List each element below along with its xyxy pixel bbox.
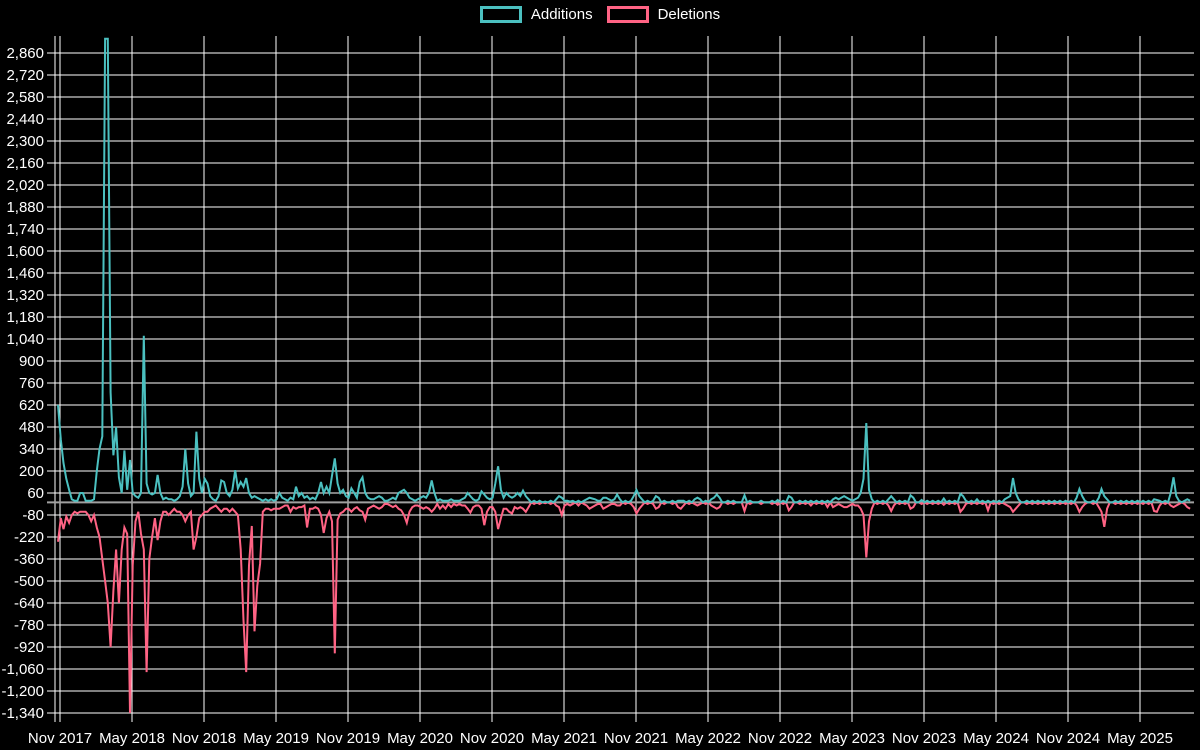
- y-tick-label: -220: [14, 529, 44, 546]
- y-tick-label: 2,860: [6, 45, 44, 62]
- x-tick-label: Nov 2024: [1036, 730, 1100, 747]
- y-tick-label: 2,720: [6, 67, 44, 84]
- deletions-line: [57, 500, 1191, 714]
- x-tick-label: Nov 2022: [748, 730, 812, 747]
- y-tick-label: 620: [19, 397, 44, 414]
- y-tick-label: -1,200: [1, 683, 44, 700]
- x-tick-label: Nov 2021: [604, 730, 668, 747]
- y-tick-label: 760: [19, 375, 44, 392]
- y-tick-label: -1,340: [1, 705, 44, 722]
- y-tick-label: -780: [14, 617, 44, 634]
- x-tick-label: May 2020: [387, 730, 453, 747]
- legend-item-additions[interactable]: Additions: [479, 6, 593, 23]
- y-tick-label: 340: [19, 441, 44, 458]
- x-tick-label: May 2024: [963, 730, 1029, 747]
- x-tick-label: Nov 2019: [316, 730, 380, 747]
- y-tick-label: 2,300: [6, 133, 44, 150]
- legend-label-deletions: Deletions: [657, 6, 721, 23]
- y-tick-label: -640: [14, 595, 44, 612]
- legend-label-additions: Additions: [530, 6, 593, 23]
- y-tick-label: 2,160: [6, 155, 44, 172]
- y-tick-label: -500: [14, 573, 44, 590]
- y-tick-label: 1,320: [6, 287, 44, 304]
- y-tick-label: 1,180: [6, 309, 44, 326]
- y-tick-label: 900: [19, 353, 44, 370]
- y-tick-label: -80: [22, 507, 44, 524]
- x-tick-label: Nov 2018: [172, 730, 236, 747]
- y-tick-label: 1,600: [6, 243, 44, 260]
- y-tick-label: 60: [27, 485, 44, 502]
- additions-swatch-icon: [479, 6, 522, 23]
- x-tick-label: Nov 2020: [460, 730, 524, 747]
- x-tick-label: May 2018: [99, 730, 165, 747]
- x-tick-label: Nov 2017: [28, 730, 92, 747]
- y-tick-label: -920: [14, 639, 44, 656]
- y-tick-label: 1,880: [6, 199, 44, 216]
- x-tick-label: May 2022: [675, 730, 741, 747]
- y-tick-label: 480: [19, 419, 44, 436]
- x-tick-label: Nov 2023: [892, 730, 956, 747]
- x-tick-label: May 2023: [819, 730, 885, 747]
- y-tick-label: 200: [19, 463, 44, 480]
- y-tick-label: 1,740: [6, 221, 44, 238]
- y-tick-label: 2,440: [6, 111, 44, 128]
- chart-legend: Additions Deletions: [0, 6, 1200, 23]
- additions-line: [57, 37, 1191, 504]
- y-tick-label: 1,040: [6, 331, 44, 348]
- y-tick-label: -1,060: [1, 661, 44, 678]
- y-tick-label: 2,020: [6, 177, 44, 194]
- y-tick-label: 2,580: [6, 89, 44, 106]
- y-tick-label: -360: [14, 551, 44, 568]
- x-tick-label: May 2019: [243, 730, 309, 747]
- x-tick-label: May 2021: [531, 730, 597, 747]
- x-tick-label: May 2025: [1107, 730, 1173, 747]
- y-tick-label: 1,460: [6, 265, 44, 282]
- deletions-swatch-icon: [606, 6, 649, 23]
- legend-item-deletions[interactable]: Deletions: [606, 6, 721, 23]
